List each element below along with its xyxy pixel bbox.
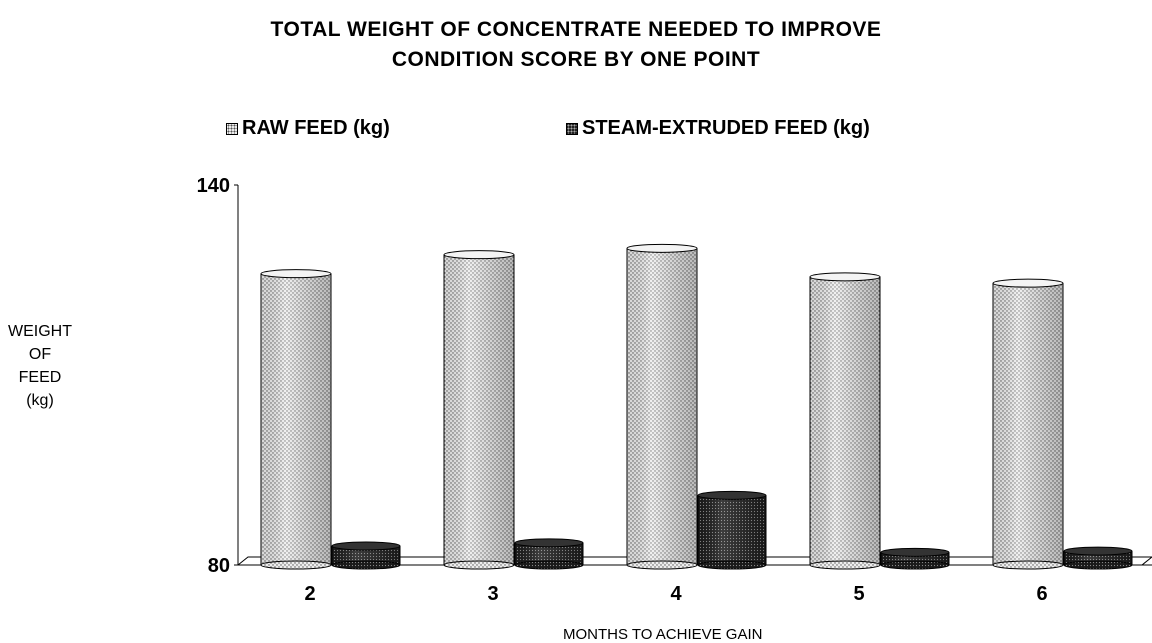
bar-steam-extruded-feed-top <box>1063 546 1133 556</box>
bar-raw-feed-base <box>992 560 1064 570</box>
y-axis-label-line: WEIGHT <box>8 323 72 340</box>
bar-raw-feed <box>626 243 698 570</box>
bar-raw-feed <box>809 272 881 570</box>
bar-raw-feed-top <box>260 269 332 279</box>
y-axis-label: WEIGHT OF FEED (kg) <box>6 320 74 412</box>
bar-raw-feed-top <box>626 243 698 253</box>
bar-steam-extruded-feed-base <box>1063 560 1133 570</box>
bar-raw-feed-top <box>443 250 515 260</box>
bar-steam-extruded-feed <box>880 547 950 570</box>
bar-raw-feed <box>260 269 332 570</box>
x-axis-label: MONTHS TO ACHIEVE GAIN <box>563 626 763 643</box>
bar-steam-extruded-feed-shade <box>332 546 400 565</box>
bar-steam-extruded-feed-shade <box>698 495 766 565</box>
bar-steam-extruded-feed-top <box>331 541 401 551</box>
bar-steam-extruded-feed-base <box>514 560 584 570</box>
y-axis-label-line: FEED <box>18 369 62 386</box>
bar-steam-extruded-feed-base <box>880 560 950 570</box>
legend-label-raw-feed: RAW FEED (kg) <box>242 117 390 139</box>
bar-steam-extruded-feed-base <box>697 560 767 570</box>
bar-raw-feed-top <box>809 272 881 282</box>
y-tick-label: 80 <box>208 555 230 577</box>
bar-steam-extruded-feed-top <box>880 547 950 557</box>
bar-steam-extruded-feed-top <box>514 538 584 548</box>
y-axis-label-line: (kg) <box>26 392 54 409</box>
legend-swatch-steam-extruded-feed <box>566 122 578 135</box>
bar-raw-feed-base <box>809 560 881 570</box>
chart-title-line-1: TOTAL WEIGHT OF CONCENTRATE NEEDED TO IM… <box>270 18 882 41</box>
legend-item-raw-feed: RAW FEED (kg) <box>226 117 390 140</box>
legend-label-steam-extruded-feed: STEAM-EXTRUDED FEED (kg) <box>582 117 870 139</box>
x-tick-label: 4 <box>670 583 682 605</box>
bar-raw-feed-base <box>260 560 332 570</box>
bar-raw-feed-shade <box>810 276 880 565</box>
bar-steam-extruded-feed <box>331 541 401 570</box>
legend-item-steam-extruded-feed: STEAM-EXTRUDED FEED (kg) <box>566 117 870 140</box>
y-axis-label-line: OF <box>28 346 52 363</box>
x-tick-label: 6 <box>1036 583 1047 605</box>
chart-title-line-2: CONDITION SCORE BY ONE POINT <box>391 48 761 71</box>
bar-steam-extruded-feed-top <box>697 490 767 500</box>
x-tick-label: 2 <box>304 583 315 605</box>
bar-steam-extruded-feed-shade <box>515 542 583 565</box>
bar-raw-feed-top <box>992 278 1064 288</box>
bar-raw-feed-base <box>626 560 698 570</box>
bar-raw-feed-shade <box>993 283 1063 565</box>
bar-raw-feed-shade <box>627 248 697 566</box>
bar-steam-extruded-feed-base <box>331 560 401 570</box>
bar-raw-feed-base <box>443 560 515 570</box>
bar-raw-feed-shade <box>261 273 331 565</box>
x-tick-label: 5 <box>853 583 864 605</box>
y-tick-label: 140 <box>197 175 230 197</box>
x-tick-label: 3 <box>487 583 498 605</box>
bar-raw-feed-shade <box>444 254 514 565</box>
bar-raw-feed <box>443 250 515 570</box>
bar-steam-extruded-feed <box>697 490 767 570</box>
bar-raw-feed <box>992 278 1064 570</box>
bar-steam-extruded-feed <box>1063 546 1133 570</box>
bar-steam-extruded-feed <box>514 538 584 570</box>
legend-swatch-raw-feed <box>226 122 238 135</box>
